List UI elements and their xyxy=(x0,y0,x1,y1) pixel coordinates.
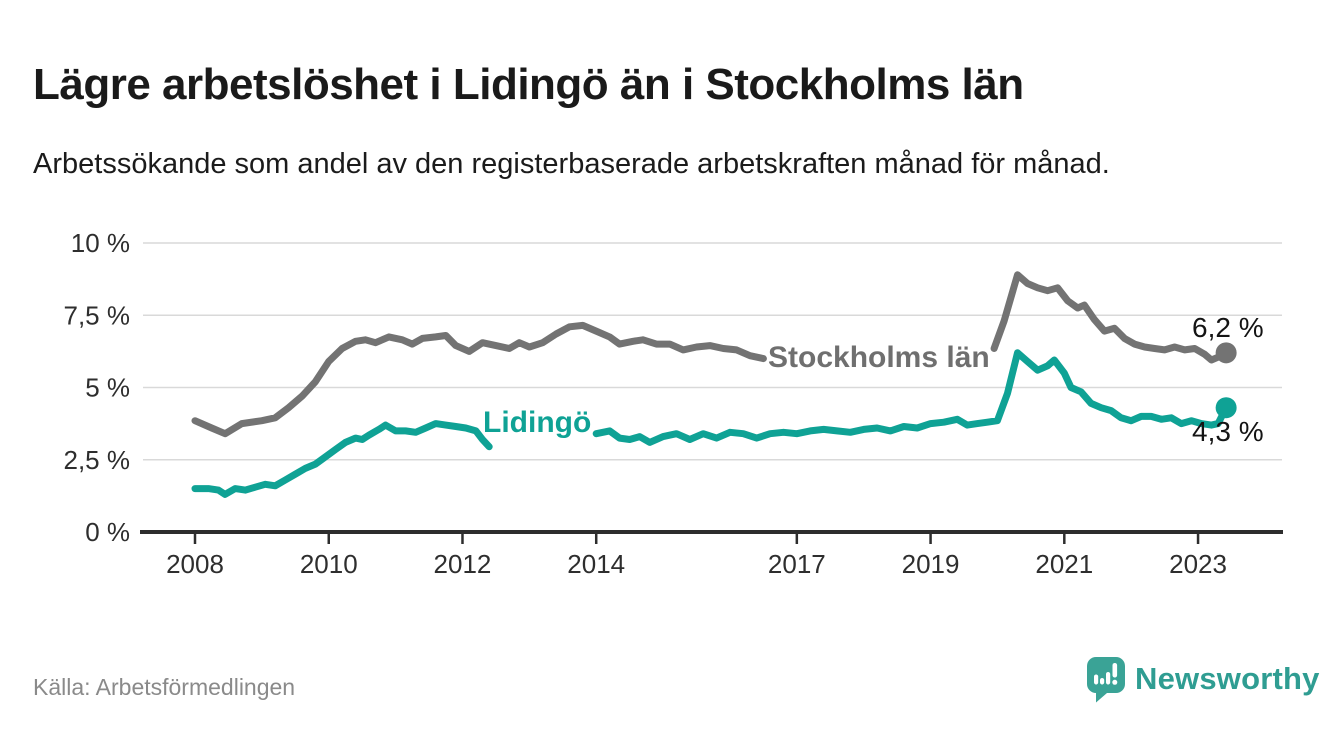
chart-title: Lägre arbetslöshet i Lidingö än i Stockh… xyxy=(33,60,1024,110)
brand-name: Newsworthy xyxy=(1135,661,1320,696)
y-axis-label: 10 % xyxy=(71,228,130,258)
y-axis-label: 2,5 % xyxy=(64,445,131,475)
y-axis-label: 5 % xyxy=(85,373,130,403)
x-axis-label: 2012 xyxy=(434,549,492,579)
x-axis-label: 2019 xyxy=(902,549,960,579)
x-axis-label: 2017 xyxy=(768,549,826,579)
gridlines xyxy=(143,242,1282,461)
y-axis-labels: 10 % 7,5 % 5 % 2,5 % 0 % xyxy=(64,228,131,547)
end-dot-stockholms-l-n xyxy=(1215,342,1237,364)
x-axis-label: 2014 xyxy=(567,549,625,579)
line-stockholms-l-n xyxy=(191,321,767,438)
x-axis-label: 2010 xyxy=(300,549,358,579)
x-axis: 2008 2010 2012 2014 2017 2019 2021 2023 xyxy=(140,530,1283,579)
x-axis-label: 2008 xyxy=(166,549,224,579)
chart-subtitle: Arbetssökande som andel av den registerb… xyxy=(33,148,1110,180)
x-axis-label: 2021 xyxy=(1035,549,1093,579)
x-axis-label: 2023 xyxy=(1169,549,1227,579)
brand-logo: Newsworthy xyxy=(1086,655,1320,703)
y-axis-label: 7,5 % xyxy=(64,300,131,330)
source-text: Källa: Arbetsförmedlingen xyxy=(33,674,296,700)
series-label-lidingo: Lidingö xyxy=(483,406,592,439)
y-axis-label: 0 % xyxy=(85,517,130,547)
newsworthy-icon xyxy=(1087,656,1125,702)
line-liding- xyxy=(191,420,493,498)
series-lines xyxy=(191,271,1237,498)
end-value-lidingo: 4,3 % xyxy=(1192,416,1264,447)
end-value-stockholms-lan: 6,2 % xyxy=(1192,312,1264,343)
series-label-stockholms-lan: Stockholms län xyxy=(768,341,990,374)
